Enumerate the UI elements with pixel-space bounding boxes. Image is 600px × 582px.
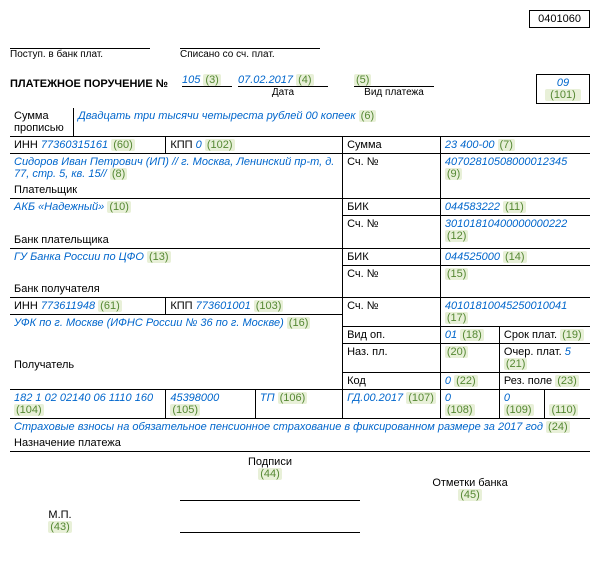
ref-3: (3) [203, 74, 220, 86]
queue-value: 5 [565, 346, 571, 358]
doc-title: ПЛАТЕЖНОЕ ПОРУЧЕНИЕ № [10, 74, 168, 90]
ref-13: (13) [147, 251, 171, 263]
payer-inn: 77360315161 [41, 139, 108, 151]
payer-kpp: 0 [196, 139, 202, 151]
kpp-label: КПП [170, 139, 192, 151]
date-label: Дата [238, 87, 328, 98]
ref-14: (14) [503, 251, 527, 263]
naz-label: Наз. пл. [343, 344, 441, 373]
sum-text: Двадцать три тысячи четыреста рублей 00 … [78, 110, 356, 122]
payment-table: Сумма прописью Двадцать три тысячи четыр… [10, 108, 590, 452]
recipient-label: Получатель [14, 359, 338, 371]
ref-9: (9) [445, 168, 462, 180]
ref-5: (5) [354, 74, 371, 86]
ref-10: (10) [107, 201, 131, 213]
recipient-kpp: 773601001 [196, 300, 251, 312]
recipient-bank: ГУ Банка России по ЦФО [14, 251, 144, 263]
payer-sum: 23 400-00 [445, 139, 495, 151]
ref-107: (107) [406, 392, 436, 404]
ref-45: (45) [458, 489, 482, 501]
inn-label: ИНН [14, 139, 38, 151]
top-right-num: 09 [545, 77, 581, 89]
recipient-bank-label: Банк получателя [10, 281, 343, 298]
purpose-label: Назначение платежа [10, 435, 590, 452]
ref-43: (43) [48, 521, 72, 533]
recipient-bik-label: БИК [343, 248, 441, 265]
ref-44: (44) [258, 468, 282, 480]
payer-bank-acc: 30101810400000000222 [445, 218, 567, 230]
mp-label: М.П. [48, 509, 71, 521]
op-label: Вид оп. [343, 327, 441, 344]
bank-mark-label: Отметки банка [432, 477, 507, 489]
ref-21: (21) [504, 358, 528, 370]
ref-16: (16) [287, 317, 311, 329]
ref-24: (24) [546, 421, 570, 433]
doc-number: 105 [182, 74, 200, 86]
ref-6: (6) [359, 110, 376, 122]
ref-108: (108) [445, 404, 475, 416]
bottom-c1: 182 1 02 02140 06 1110 160 [14, 392, 153, 404]
ref-22: (22) [454, 375, 478, 387]
ref-105: (105) [170, 404, 200, 416]
res-label: Рез. поле [504, 375, 552, 387]
ref-61: (61) [98, 300, 122, 312]
term-label: Срок плат. [504, 329, 557, 341]
ref-106: (106) [278, 392, 308, 404]
ref-17: (17) [445, 312, 469, 324]
top-mid-label: Списано со сч. плат. [180, 49, 320, 60]
payer-bank-acc-label: Сч. № [343, 216, 441, 249]
op-value: 01 [445, 329, 457, 341]
recipient-bank-acc-label: Сч. № [343, 265, 441, 298]
bottom-c6: 0 [504, 392, 510, 404]
payer-label: Плательщик [10, 182, 343, 199]
code-label: Код [343, 373, 441, 390]
doc-date: 07.02.2017 [238, 74, 293, 86]
recipient-inn-label: ИНН [14, 300, 38, 312]
ref-110: (110) [549, 404, 578, 416]
bottom-c5: 0 [445, 392, 451, 404]
payer-bik-label: БИК [343, 199, 441, 216]
ref-12: (12) [445, 230, 469, 242]
recipient-acc: 40101810045250010041 [445, 300, 567, 312]
top-left-label: Поступ. в банк плат. [10, 49, 150, 60]
recipient-kpp-label: КПП [170, 300, 192, 312]
recipient-inn: 773611948 [41, 300, 95, 312]
ref-11: (11) [503, 201, 526, 213]
payment-type-label: Вид платежа [354, 87, 434, 98]
ref-20: (20) [445, 346, 469, 358]
ref-19: (19) [560, 329, 584, 341]
queue-label: Очер. плат. [504, 346, 562, 358]
ref-101: (101) [545, 89, 581, 101]
payer-bik: 044583222 [445, 201, 500, 213]
ref-60: (60) [111, 139, 135, 151]
bottom-c3: ТП [260, 392, 275, 404]
payer-acc-label: Сч. № [343, 154, 441, 183]
bottom-c4: ГД.00.2017 [347, 392, 403, 404]
ref-23: (23) [555, 375, 579, 387]
ref-8: (8) [110, 168, 127, 180]
form-code: 0401060 [529, 10, 590, 28]
recipient-bik: 044525000 [445, 251, 500, 263]
ref-104: (104) [14, 404, 44, 416]
payer-name: Сидоров Иван Петрович (ИП) // г. Москва,… [14, 156, 334, 180]
recipient-acc-label: Сч. № [343, 298, 441, 327]
ref-109: (109) [504, 404, 534, 416]
ref-102: (102) [205, 139, 235, 151]
bottom-c2: 45398000 [170, 392, 219, 404]
ref-7: (7) [498, 139, 515, 151]
ref-4: (4) [296, 74, 313, 86]
ref-15: (15) [445, 268, 469, 280]
sum-amount-label: Сумма [343, 137, 441, 154]
payer-bank-label: Банк плательщика [10, 232, 343, 249]
sign-label: Подписи [248, 456, 292, 468]
code-value: 0 [445, 375, 451, 387]
sum-label: Сумма прописью [10, 108, 74, 137]
purpose-text: Страховые взносы на обязательное пенсион… [14, 421, 543, 433]
recipient-name: УФК по г. Москве (ИФНС России № 36 по г.… [14, 317, 284, 329]
payer-acc: 40702810508000012345 [445, 156, 567, 168]
ref-18: (18) [460, 329, 484, 341]
payer-bank: АКБ «Надежный» [14, 201, 104, 213]
ref-103: (103) [254, 300, 284, 312]
